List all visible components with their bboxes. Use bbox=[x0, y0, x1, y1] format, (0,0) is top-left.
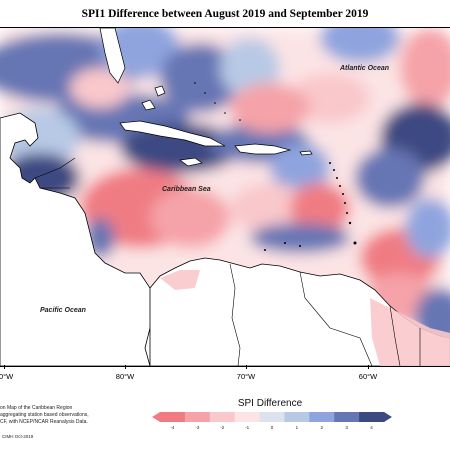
tick-mark bbox=[4, 365, 5, 369]
legend-swatch bbox=[184, 412, 211, 422]
legend-tick-label: 4 bbox=[370, 425, 373, 430]
legend-arrow-right bbox=[384, 412, 392, 422]
label-caribbean-sea: Caribbean Sea bbox=[162, 186, 211, 193]
tick-mark bbox=[368, 365, 369, 369]
legend-tick-label: -4 bbox=[170, 425, 175, 430]
legend-tick-label: 0 bbox=[270, 425, 274, 430]
tick-label-60w: 60°W bbox=[358, 372, 378, 381]
legend-swatch bbox=[259, 412, 285, 422]
tick-label-80w: 80°W bbox=[115, 372, 135, 381]
map-title: SPI1 Difference between August 2019 and … bbox=[81, 8, 369, 20]
spi-map-canvas bbox=[0, 28, 450, 366]
legend-tick-label: -1 bbox=[245, 425, 250, 430]
legend-tick-label: -3 bbox=[195, 425, 200, 430]
label-pacific-ocean: Pacific Ocean bbox=[40, 307, 86, 314]
legend-tick-label: -2 bbox=[220, 425, 225, 430]
legend-swatch bbox=[359, 412, 385, 422]
land-shading bbox=[160, 270, 450, 366]
legend-swatch bbox=[284, 412, 310, 422]
footnote-line: on Map of the Caribbean Region bbox=[0, 405, 73, 411]
credit: CIMH Oct-2019 bbox=[2, 434, 34, 439]
legend-title: SPI Difference bbox=[237, 398, 303, 409]
legend-colorbar bbox=[152, 412, 392, 422]
spi-map bbox=[0, 27, 450, 367]
legend-swatch bbox=[309, 412, 335, 422]
tick-label-70w: 70°W bbox=[236, 372, 256, 381]
footnote-line: aggregating station based observations, bbox=[0, 412, 89, 418]
legend-tick-label: 1 bbox=[295, 425, 299, 430]
legend-tick-label: 2 bbox=[320, 425, 324, 430]
tick-label-90w: 90°W bbox=[0, 372, 14, 381]
label-atlantic-ocean: Atlantic Ocean bbox=[340, 65, 390, 72]
legend-arrow-left bbox=[152, 412, 160, 422]
islands bbox=[99, 28, 313, 167]
legend-swatch bbox=[234, 412, 261, 422]
footnote-line: CF, with NCEP/NCAR Reanalysis Data. bbox=[0, 419, 88, 425]
lesser-antilles bbox=[194, 82, 357, 251]
legend-swatch bbox=[209, 412, 236, 422]
legend-swatch bbox=[160, 412, 186, 422]
legend-tick-label: 3 bbox=[345, 425, 348, 430]
tick-mark bbox=[246, 365, 247, 369]
country-borders bbox=[34, 157, 421, 366]
tick-mark bbox=[125, 365, 126, 369]
spi-field bbox=[0, 28, 450, 348]
legend-swatch bbox=[334, 412, 360, 422]
